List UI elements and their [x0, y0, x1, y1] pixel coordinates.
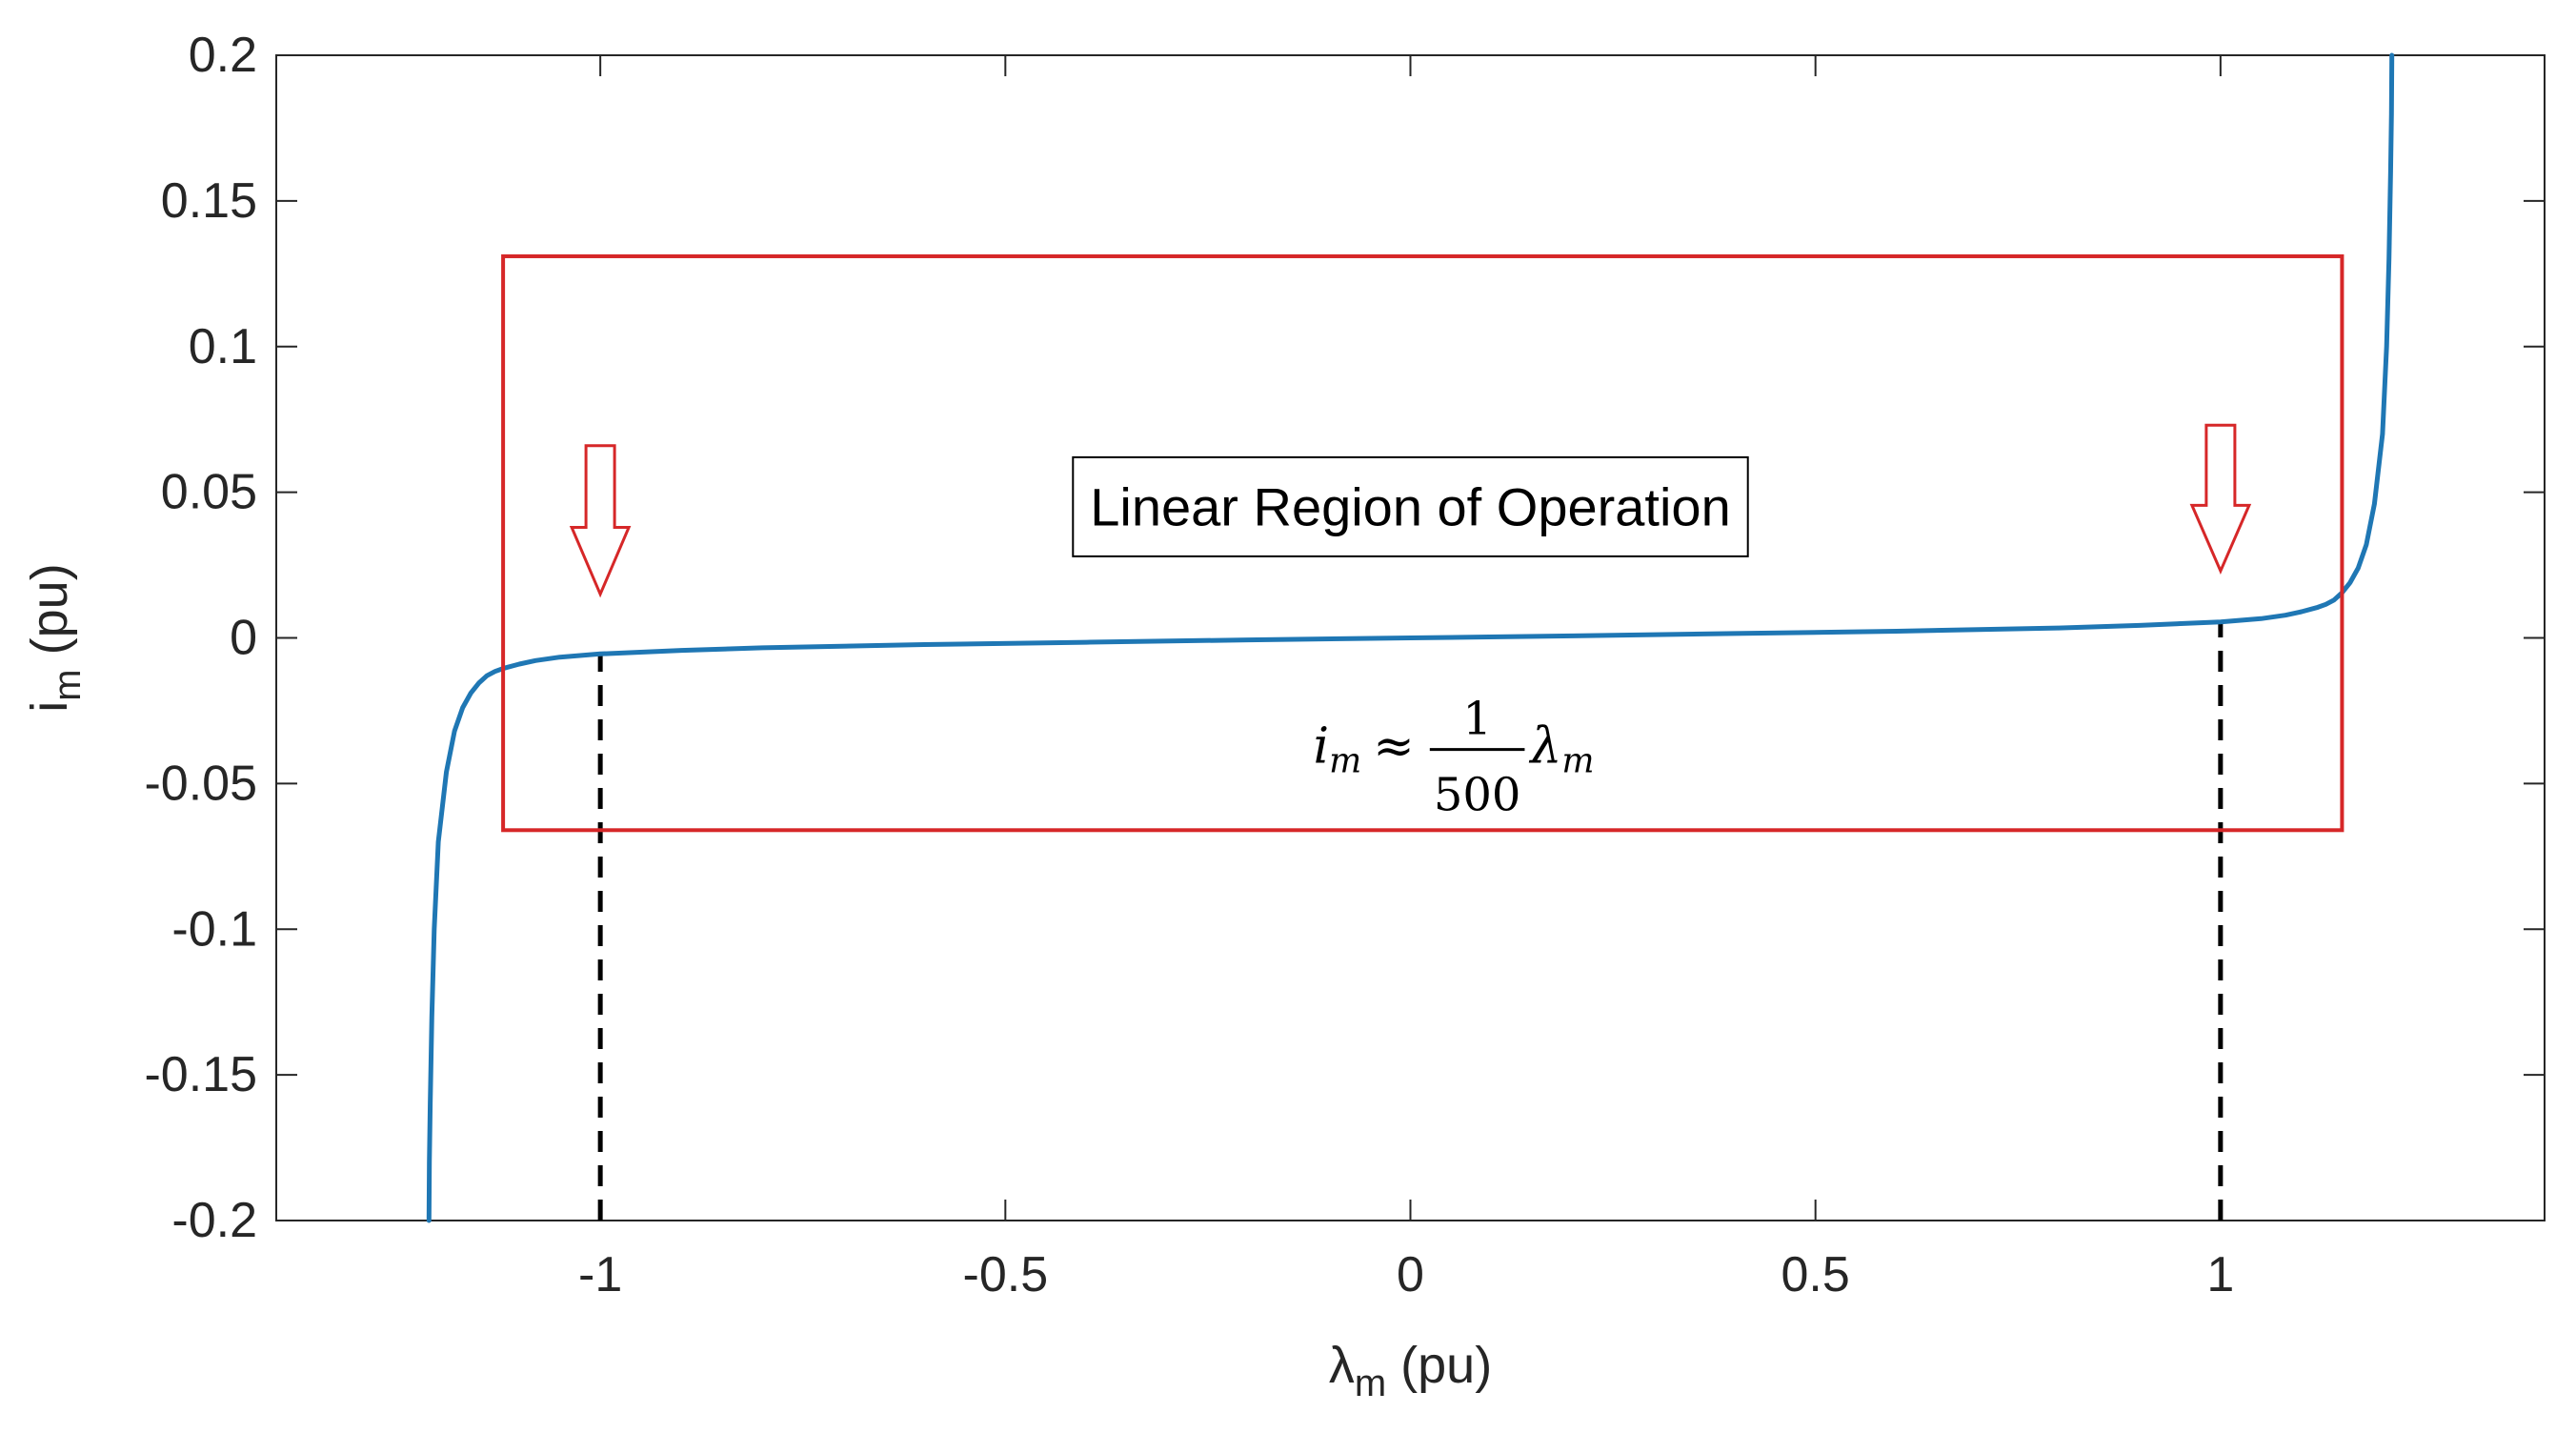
y-axis-ticks: [276, 54, 2545, 1221]
y-axis-label-base: i: [21, 701, 78, 713]
region-label-box: [1072, 455, 1749, 557]
down-arrow-icon: [569, 444, 632, 598]
y-axis-label-sub: m: [47, 669, 89, 700]
y-tick-label: 0.2: [189, 28, 257, 83]
formula-rhs: λm: [1528, 718, 1594, 781]
formula-rhs-base: λ: [1528, 718, 1561, 776]
y-axis-tick-labels: 0.2 0.15 0.1 0.05 0 -0.05 -0.1 -0.15 -0.2: [144, 28, 257, 1248]
y-axis-label-unit: (pu): [21, 563, 78, 669]
down-arrow-icon: [2189, 423, 2252, 575]
formula-lhs: im: [1313, 718, 1361, 781]
x-axis-tick-labels: -1 -0.5 0 0.5 1: [578, 1247, 2234, 1302]
y-tick-label: 0.15: [161, 173, 257, 229]
x-tick-label: 1: [2206, 1247, 2234, 1302]
x-axis-label: λm (pu): [1329, 1337, 1492, 1404]
formula-lhs-sub: m: [1329, 742, 1361, 781]
y-tick-label: -0.05: [144, 756, 257, 811]
formula-lhs-base: i: [1313, 718, 1329, 776]
x-axis-label-base: λ: [1329, 1337, 1355, 1394]
y-tick-label: -0.15: [144, 1047, 257, 1102]
region-edge-arrows: [569, 423, 2252, 598]
x-axis-label-unit: (pu): [1386, 1337, 1492, 1394]
y-tick-label: 0.05: [161, 465, 257, 520]
y-axis-label: im (pu): [21, 563, 89, 712]
region-label-group: Linear Region of Operation: [1072, 455, 1749, 557]
reference-dashed-lines: [597, 621, 2224, 1221]
x-tick-label: -1: [578, 1247, 622, 1302]
series-layer: [426, 52, 2395, 1223]
x-axis-ticks: [599, 55, 2222, 1221]
y-tick-label: 0: [230, 611, 257, 666]
formula-numerator: 1: [1462, 693, 1492, 746]
formula-approx-sign: ≈: [1373, 718, 1415, 776]
formula-denominator: 500: [1434, 769, 1521, 822]
linear-region-box: [501, 253, 2345, 833]
approximation-formula: im ≈ 1 500 λm: [1313, 693, 1594, 822]
y-tick-label: 0.1: [189, 319, 257, 374]
region-label-text: Linear Region of Operation: [1090, 476, 1730, 536]
y-tick-label: -0.1: [171, 901, 257, 957]
formula-rhs-sub: m: [1561, 742, 1594, 781]
x-tick-label: 0.5: [1781, 1247, 1850, 1302]
y-tick-label: -0.2: [171, 1193, 257, 1248]
x-tick-label: -0.5: [963, 1247, 1049, 1302]
x-tick-label: 0: [1397, 1247, 1424, 1302]
series-line-magnetizing-curve: [426, 52, 2395, 1223]
x-axis-label-sub: m: [1355, 1362, 1386, 1404]
